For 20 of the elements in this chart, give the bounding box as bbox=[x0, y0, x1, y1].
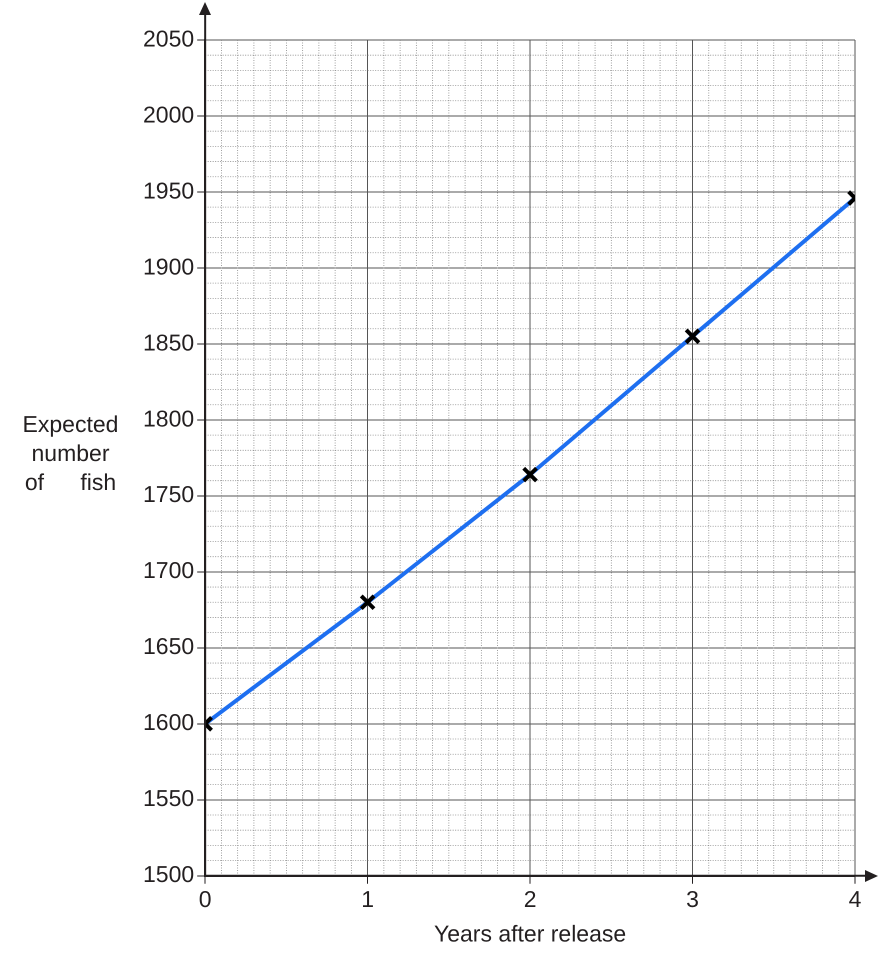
y-tick-label: 1950 bbox=[142, 177, 194, 204]
y-axis-title: Expected number of fish bbox=[22, 410, 120, 497]
y-tick-label: 2000 bbox=[142, 101, 194, 128]
x-tick-label: 4 bbox=[848, 886, 862, 912]
y-tick-label: 2050 bbox=[142, 25, 194, 52]
y-tick-label: 1750 bbox=[142, 481, 194, 508]
x-tick-label: 0 bbox=[198, 886, 212, 912]
y-tick-label: 1500 bbox=[142, 861, 194, 888]
x-tick-label: 1 bbox=[361, 886, 374, 912]
x-axis-title: Years after release bbox=[434, 920, 626, 947]
y-tick-label: 1850 bbox=[142, 329, 194, 356]
y-tick-label: 1900 bbox=[142, 253, 194, 280]
x-tick-label: 2 bbox=[524, 886, 536, 912]
y-tick-label: 1650 bbox=[142, 633, 194, 660]
y-tick-label: 1700 bbox=[142, 557, 194, 584]
y-tick-label: 1600 bbox=[142, 709, 194, 736]
x-tick-label: 3 bbox=[686, 886, 699, 912]
point bbox=[522, 466, 538, 483]
y-tick-label: 1550 bbox=[142, 785, 194, 812]
y-tick-label: 1800 bbox=[142, 405, 194, 432]
